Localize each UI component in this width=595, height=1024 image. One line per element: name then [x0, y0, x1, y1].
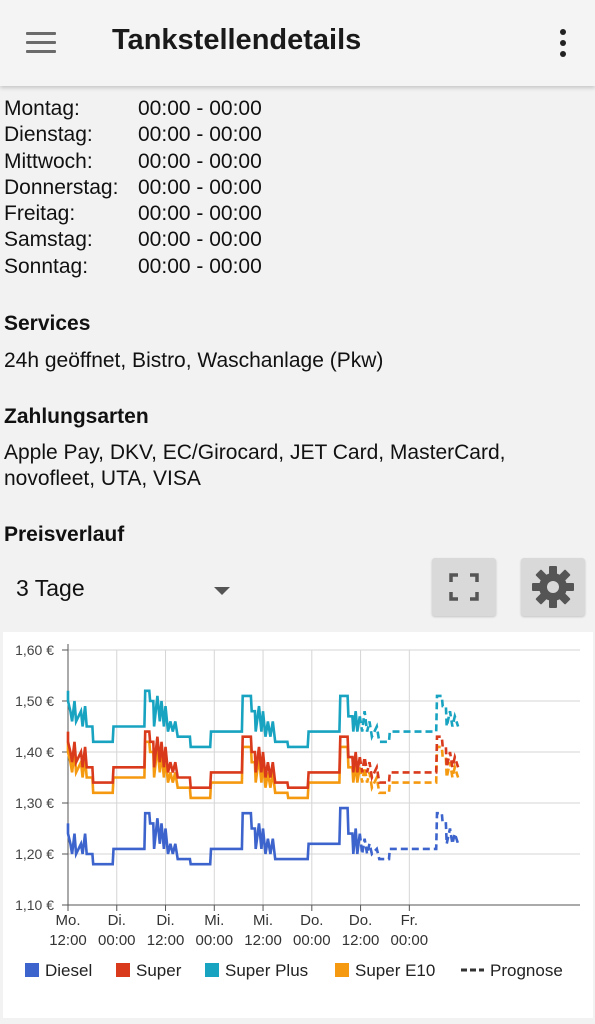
opening-hours-value: 00:00 - 00:00 [138, 254, 262, 278]
payment-title: Zahlungsarten [4, 405, 149, 428]
x-tick-day-label: Mi. [253, 912, 273, 929]
y-tick-label: 1,40 € [15, 744, 54, 760]
hamburger-menu-icon[interactable] [22, 28, 62, 60]
page-title: Tankstellendetails [112, 24, 362, 56]
x-tick-time-label: 00:00 [391, 932, 429, 949]
weekday-label: Donnerstag: [4, 175, 119, 199]
opening-hours-value: 00:00 - 00:00 [138, 202, 262, 226]
opening-hours-row: Samstag: 00:00 - 00:00 [4, 227, 262, 253]
x-tick-day-label: Di. [108, 912, 126, 929]
x-tick-day-label: Di. [156, 912, 174, 929]
dropdown-arrow-icon [214, 587, 230, 595]
legend-label: Diesel [45, 961, 92, 980]
payment-line-1: Apple Pay, DKV, EC/Girocard, JET Card, M… [4, 441, 506, 464]
legend-color-swatch [25, 963, 39, 977]
fullscreen-icon [449, 573, 479, 601]
services-text: 24h geöffnet, Bistro, Waschanlage (Pkw) [4, 349, 384, 372]
x-tick-time-label: 12:00 [147, 932, 185, 949]
app-bar: Tankstellendetails [0, 0, 595, 86]
payment-line-2: novofleet, UTA, VISA [4, 467, 201, 490]
forecast-line-super-plus [358, 694, 460, 744]
forecast-line-super-e10 [358, 745, 460, 795]
weekday-label: Mittwoch: [4, 149, 93, 173]
weekday-label: Sonntag: [4, 254, 89, 278]
x-tick-time-label: 00:00 [293, 932, 331, 949]
x-tick-day-label: Mi. [204, 912, 224, 929]
opening-hours-value: 00:00 - 00:00 [138, 123, 262, 147]
legend-color-swatch [205, 963, 219, 977]
opening-hours-row: Montag: 00:00 - 00:00 [4, 96, 262, 122]
x-tick-day-label: Fr. [401, 912, 419, 929]
time-range-dropdown[interactable]: 3 Tage [16, 573, 236, 613]
more-vert-icon[interactable] [550, 26, 576, 60]
weekday-label: Montag: [4, 97, 80, 120]
forecast-line-diesel [358, 811, 460, 861]
opening-hours-list: Montag: 00:00 - 00:00 Dienstag: 00:00 - 00:… [4, 96, 262, 280]
legend-label: Super [136, 961, 182, 980]
payment-text: Apple Pay, DKV, EC/Girocard, JET Card, M… [4, 440, 584, 492]
services-title: Services [4, 312, 91, 335]
legend-label: Super E10 [355, 961, 435, 980]
x-tick-time-label: 12:00 [244, 932, 282, 949]
y-tick-label: 1,20 € [15, 846, 54, 862]
y-tick-label: 1,50 € [15, 693, 54, 709]
opening-hours-row: Mittwoch: 00:00 - 00:00 [4, 149, 262, 175]
x-tick-time-label: 00:00 [196, 932, 234, 949]
fullscreen-button[interactable] [432, 558, 496, 616]
opening-hours-row: Freitag: 00:00 - 00:00 [4, 201, 262, 227]
weekday-label: Freitag: [4, 202, 76, 226]
y-tick-label: 1,10 € [15, 897, 54, 913]
series-line-super [66, 730, 362, 789]
y-tick-label: 1,30 € [15, 795, 54, 811]
legend-color-swatch [335, 963, 349, 977]
y-tick-label: 1,60 € [15, 642, 54, 658]
x-tick-day-label: Do. [300, 912, 323, 929]
series-line-diesel [66, 806, 362, 866]
opening-hours-row: Donnerstag: 00:00 - 00:00 [4, 175, 262, 201]
opening-hours-value: 00:00 - 00:00 [138, 228, 262, 252]
price-history-title: Preisverlauf [4, 523, 125, 546]
x-tick-day-label: Do. [349, 912, 372, 929]
weekday-label: Samstag: [4, 228, 93, 252]
time-range-value: 3 Tage [16, 575, 85, 601]
chart-settings-button[interactable] [521, 558, 585, 616]
opening-hours-value: 00:00 - 00:00 [138, 149, 262, 173]
price-history-chart[interactable]: 1,10 € 1,20 € 1,30 € 1,40 € 1,50 € 1,60 € Mo. 1… [3, 632, 593, 1018]
legend-label: Prognose [490, 961, 563, 980]
legend-label: Super Plus [225, 961, 308, 980]
opening-hours-row: Dienstag: 00:00 - 00:00 [4, 122, 262, 148]
weekday-label: Dienstag: [4, 123, 93, 147]
opening-hours-value: 00:00 - 00:00 [138, 175, 262, 199]
legend-color-swatch [116, 963, 130, 977]
x-tick-day-label: Mo. [55, 912, 80, 929]
series-line-super-plus [66, 689, 362, 749]
gear-icon [532, 566, 574, 608]
opening-hours-value: 00:00 - 00:00 [138, 97, 262, 120]
price-chart-svg: 1,10 € 1,20 € 1,30 € 1,40 € 1,50 € 1,60 € Mo. 1… [15, 642, 580, 980]
opening-hours-row: Sonntag: 00:00 - 00:00 [4, 254, 262, 280]
x-tick-time-label: 12:00 [49, 932, 87, 949]
forecast-line-super [358, 735, 460, 784]
x-tick-time-label: 00:00 [98, 932, 136, 949]
x-tick-time-label: 12:00 [342, 932, 380, 949]
